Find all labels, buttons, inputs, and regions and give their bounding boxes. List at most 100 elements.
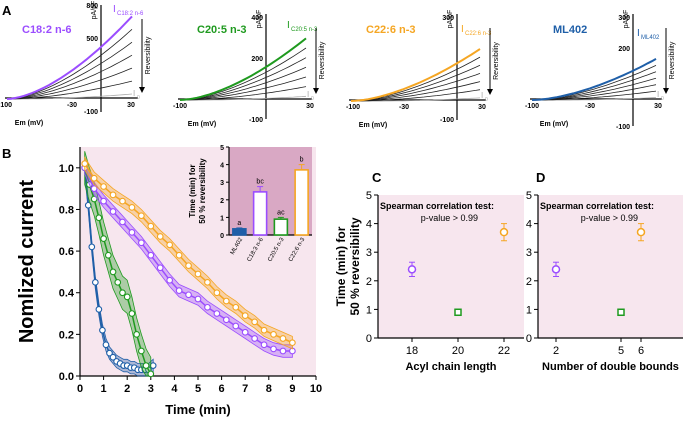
- trace: [6, 28, 133, 100]
- i0-label: I: [481, 91, 483, 100]
- y-tick-label: 2: [366, 276, 372, 288]
- x-axis-label: Acyl chain length: [405, 361, 496, 373]
- trace-imax: [350, 48, 481, 102]
- data-point: [95, 306, 103, 313]
- inset-y-tick-label: 5: [220, 145, 224, 152]
- plot-background: [538, 195, 683, 338]
- data-point: [241, 312, 249, 319]
- y-tick-label: 0.8: [59, 204, 74, 216]
- data-point: [175, 251, 183, 259]
- y-tick-label: 0.4: [59, 288, 75, 300]
- data-point: [241, 328, 249, 336]
- y-tick-label: 200: [251, 56, 263, 63]
- data-point: [100, 235, 107, 242]
- y-tick-label: 3: [526, 247, 532, 259]
- plot-title: C22:6 n-3: [366, 24, 416, 36]
- iv-plot-1: C20:5 n-3 I C20:5 n-3I 0pA/pFReversibility4…: [173, 10, 326, 128]
- data-point: [289, 339, 296, 347]
- data-point: [279, 335, 287, 342]
- data-point: [109, 191, 117, 199]
- y-tick-label: 1.0: [59, 163, 74, 175]
- data-point: [222, 316, 230, 324]
- data-point: [114, 278, 122, 286]
- data-point: [138, 212, 145, 220]
- imax-label: I: [461, 24, 464, 35]
- data-point: [109, 268, 117, 276]
- data-point: [104, 251, 112, 259]
- inset-bar: [273, 218, 289, 236]
- data-point: [232, 322, 240, 330]
- data-point: [147, 251, 155, 259]
- data-point: [204, 278, 211, 286]
- rev-arrowhead: [663, 88, 669, 94]
- y-tick-label: 0: [526, 333, 532, 345]
- x-tick-label: 1: [101, 383, 107, 395]
- trace: [531, 65, 657, 101]
- x-tick-label: -30: [399, 104, 409, 111]
- data-point: [109, 208, 117, 215]
- x-tick-label: -100: [525, 103, 539, 110]
- trace: [350, 73, 481, 102]
- x-tick-label: 6: [219, 383, 225, 395]
- i0-sub: 0: [137, 95, 140, 101]
- iv-plot-2: C22:6 n-3 I C22:6 n-3I 0pA/pFReversibility3…: [346, 10, 500, 129]
- rev-label: Reversibility: [145, 36, 152, 74]
- data-point: [142, 362, 150, 369]
- data-point: [156, 233, 164, 240]
- x-tick-label: 8: [266, 383, 272, 395]
- x-tick-label: 22: [498, 345, 510, 357]
- data-point: [260, 341, 268, 349]
- rev-label: Reversibility: [493, 42, 500, 80]
- data-point: [636, 227, 646, 237]
- x-unit: Em (mV): [359, 122, 387, 129]
- i0-sub: 0: [661, 96, 664, 102]
- plot-background: [378, 195, 524, 338]
- y-tick-label: 3: [366, 247, 372, 259]
- trace: [350, 97, 481, 102]
- data-point: [260, 326, 268, 334]
- data-point: [232, 303, 240, 311]
- x-tick-label: 4: [171, 383, 178, 395]
- y-tick-label: 200: [618, 46, 630, 53]
- x-tick-label: -100: [0, 102, 12, 109]
- x-tick-label: 5: [618, 345, 624, 357]
- y-label-line1: Time (min) for: [334, 226, 348, 306]
- imax-label: I: [113, 4, 116, 15]
- plot-title: C20:5 n-3: [197, 24, 247, 36]
- data-point: [194, 270, 202, 278]
- data-point: [128, 204, 136, 211]
- data-point: [499, 227, 509, 237]
- data-point: [617, 308, 625, 317]
- trace: [6, 41, 133, 100]
- x-tick-label: 30: [306, 103, 314, 110]
- y-tick-label: 1: [526, 304, 532, 316]
- data-point: [185, 291, 192, 299]
- x-axis-label: Time (min): [165, 402, 231, 417]
- y-tick-label: 400: [251, 15, 263, 22]
- imax-sub: C20:5 n-3: [291, 27, 318, 33]
- y-tick-label: 800: [86, 3, 98, 10]
- y-tick-label: 0: [366, 333, 372, 345]
- x-tick-label: 3: [148, 383, 154, 395]
- data-point: [166, 276, 174, 284]
- trace: [179, 57, 307, 101]
- y-tick-label: 300: [442, 15, 454, 22]
- y-axis-label: Nomlized current: [16, 179, 38, 343]
- y-unit: pA/pF: [623, 10, 630, 29]
- panel-a: C18:2 n-6I C18:2 n-6I 0pA/pFReversibility8…: [0, 1, 676, 131]
- data-point: [100, 183, 107, 190]
- y-tick-label: 0.2: [59, 329, 74, 341]
- x-tick-label: -30: [67, 102, 77, 109]
- inset-y-tick-label: 1: [220, 215, 224, 222]
- trace-imax: [179, 37, 307, 101]
- plot-title: C18:2 n-6: [22, 24, 72, 36]
- trace: [351, 81, 481, 102]
- data-point: [251, 335, 258, 342]
- x-tick-label: 30: [127, 102, 135, 109]
- data-point: [147, 222, 155, 230]
- imax-label: I: [287, 20, 290, 31]
- trace-imax: [531, 58, 657, 101]
- y-unit: pA/pF: [91, 1, 98, 20]
